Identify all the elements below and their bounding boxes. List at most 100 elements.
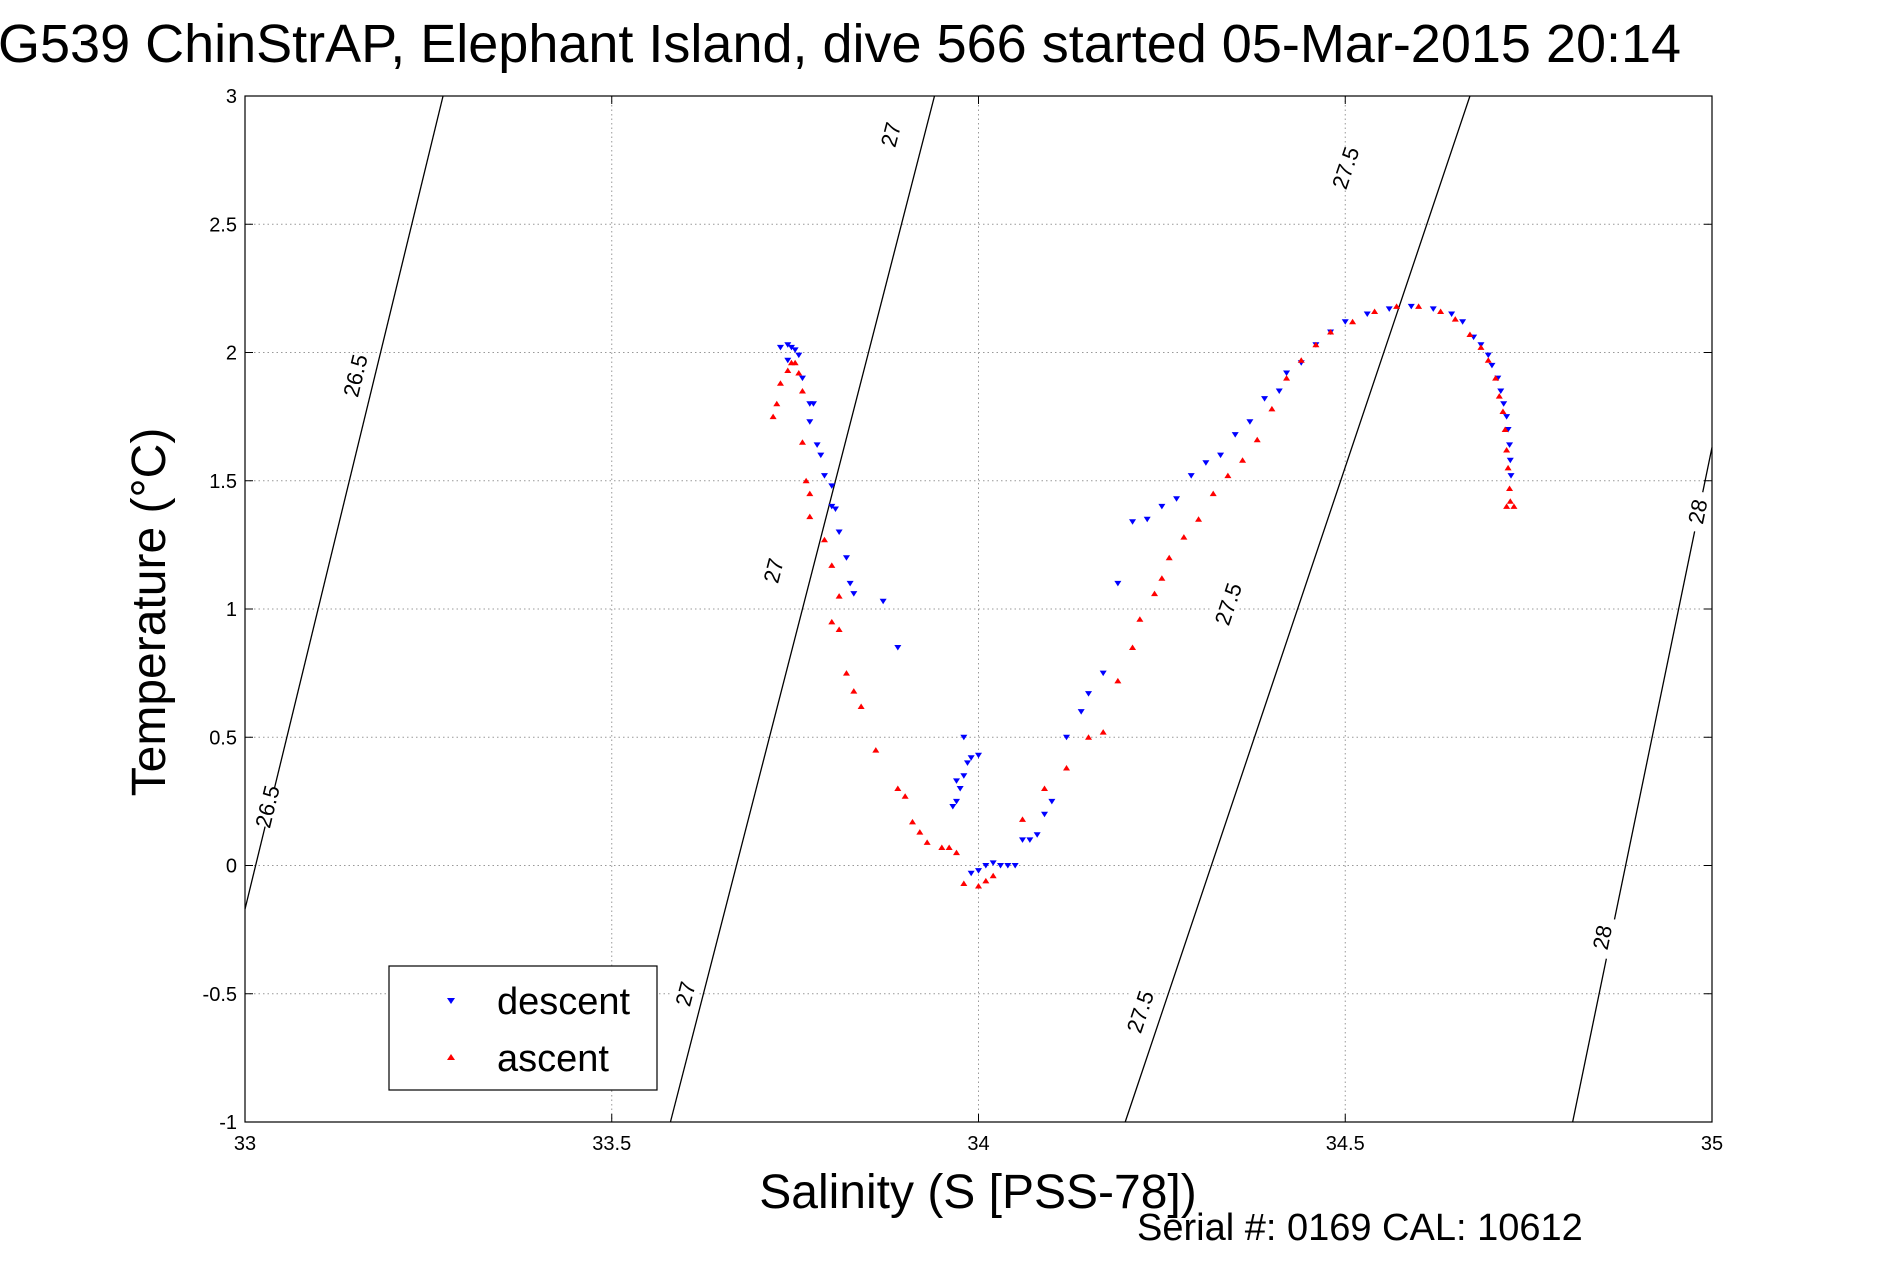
descent-point: [1500, 401, 1508, 407]
descent-point: [1429, 306, 1437, 312]
ascent-point: [1466, 331, 1474, 338]
y-tick-label: 2.5: [209, 214, 237, 236]
ascent-point: [1165, 554, 1173, 561]
grid-lines: [245, 96, 1712, 1122]
descent-point: [809, 401, 817, 407]
descent-point: [806, 419, 814, 425]
ascent-point: [835, 593, 843, 599]
descent-point: [1503, 414, 1511, 420]
descent-point: [850, 591, 858, 597]
ascent-point: [923, 839, 931, 845]
ascent-point: [1501, 426, 1509, 432]
ascent-point: [1503, 446, 1511, 453]
ascent-point: [820, 536, 828, 543]
legend-ascent-marker: [447, 1054, 455, 1060]
ascent-point: [1327, 328, 1335, 335]
descent-point: [1048, 798, 1056, 805]
ascent-point: [798, 439, 806, 445]
descent-point: [963, 760, 971, 766]
descent-point: [967, 755, 975, 761]
ascent-point: [1349, 318, 1357, 325]
ascent-point: [1136, 616, 1144, 622]
isopycnal-label-bg: [871, 111, 908, 157]
ascent-point: [1129, 644, 1137, 650]
chart-title: G539 ChinStrAP, Elephant Island, dive 56…: [0, 14, 1681, 74]
descent-point: [1363, 311, 1371, 318]
y-tick-label: 0: [226, 856, 237, 878]
series-ascent: [769, 303, 1518, 889]
isopycnal-line-27: [669, 95, 936, 1123]
ascent-point: [776, 380, 784, 386]
ascent-point: [769, 413, 777, 420]
descent-point: [1506, 457, 1514, 464]
descent-point: [982, 863, 990, 869]
ascent-point: [916, 829, 924, 835]
descent-point: [1085, 691, 1093, 697]
descent-point: [967, 870, 975, 877]
descent-point: [795, 352, 803, 359]
isopycnal-label-bg: [248, 783, 284, 829]
series-descent: [776, 303, 1515, 877]
descent-point: [1275, 388, 1283, 394]
ascent-point: [784, 367, 792, 373]
ascent-point: [894, 785, 902, 792]
descent-point: [776, 344, 784, 351]
ascent-point: [1209, 490, 1217, 497]
isopycnal-label-group: 27: [754, 547, 790, 593]
descent-point: [956, 786, 964, 792]
x-tick-label: 33.5: [592, 1133, 631, 1155]
y-tick-label: 1: [226, 599, 237, 621]
ascent-point: [806, 513, 814, 520]
legend-descent-label: descent: [497, 981, 631, 1023]
ascent-point: [1312, 341, 1320, 348]
descent-point: [1158, 503, 1166, 510]
descent-point: [784, 357, 792, 364]
descent-point: [952, 778, 960, 784]
isopycnal-line-28: [1571, 447, 1713, 1123]
descent-point: [835, 529, 843, 536]
y-tick-label: 1.5: [209, 471, 237, 493]
descent-point: [879, 598, 887, 605]
descent-point: [791, 347, 799, 353]
ascent-point: [1495, 393, 1503, 399]
isopycnal-label-bg: [1679, 489, 1714, 534]
descent-point: [1143, 516, 1151, 523]
ascent-point: [1451, 316, 1459, 322]
ascent-point: [1180, 534, 1188, 540]
isopycnal-label-group: 27: [871, 111, 908, 157]
ascent-point: [1393, 303, 1401, 309]
serial-cal-text: Serial #: 0169 CAL: 10612: [1137, 1207, 1583, 1249]
isopycnal-label-group: 28: [1584, 914, 1618, 960]
ascent-point: [952, 849, 960, 856]
descent-point: [1385, 306, 1393, 312]
descent-point: [997, 863, 1005, 869]
descent-point: [1217, 452, 1225, 459]
ascent-point: [908, 818, 916, 825]
isopycnal-label: 27: [876, 120, 906, 150]
descent-point: [1497, 388, 1505, 394]
isopycnal-label-bg: [1120, 988, 1158, 1035]
ascent-point: [975, 883, 982, 889]
ascent-point: [1484, 357, 1492, 363]
isopycnal-label-group: 28: [1679, 489, 1714, 534]
ascent-point: [1041, 785, 1049, 792]
ascent-point: [1477, 344, 1485, 350]
ascent-point: [806, 490, 814, 497]
ascent-point: [1063, 765, 1071, 771]
ascent-point: [960, 880, 968, 886]
descent-point: [831, 506, 839, 512]
legend-ascent-label: ascent: [497, 1038, 609, 1080]
y-tick-label: 2: [226, 343, 237, 365]
descent-point: [1187, 473, 1195, 479]
descent-point: [1004, 863, 1012, 869]
descent-point: [1448, 311, 1456, 318]
legend-descent-marker: [447, 998, 455, 1004]
ascent-point: [798, 387, 806, 394]
ascent-point: [1085, 734, 1093, 740]
ascent-point: [1499, 408, 1507, 414]
y-tick-label: 0.5: [209, 727, 237, 749]
descent-point: [1484, 352, 1492, 359]
ascent-point: [938, 844, 946, 851]
ascent-point: [773, 400, 781, 407]
legend-box: [388, 965, 658, 1091]
